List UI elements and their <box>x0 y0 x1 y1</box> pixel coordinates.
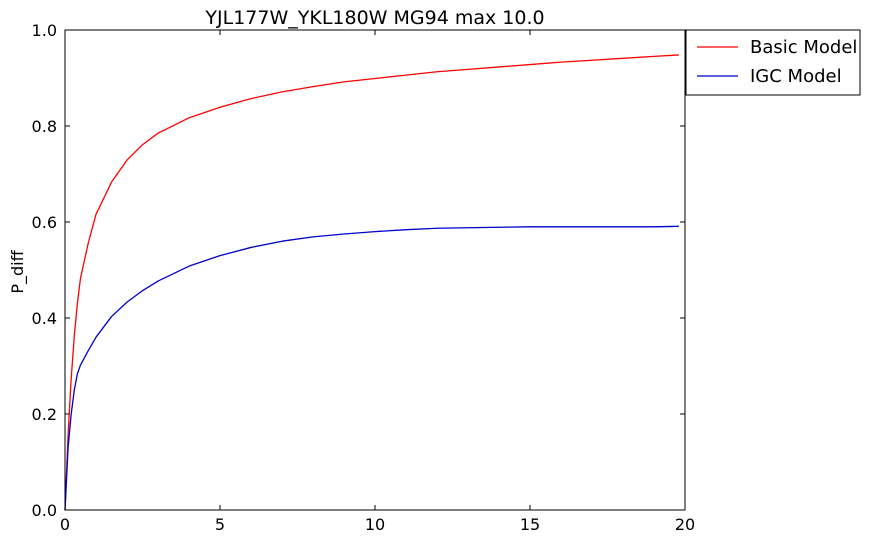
plot-frame <box>64 29 686 511</box>
x-tick-label: 15 <box>520 515 540 534</box>
x-tick-label: 20 <box>675 515 695 534</box>
y-tick-label: 0.0 <box>32 501 57 520</box>
x-tick-label: 5 <box>215 515 225 534</box>
x-tick-label: 10 <box>365 515 385 534</box>
chart-title: YJL177W_YKL180W MG94 max 10.0 <box>204 7 544 29</box>
x-tick-label: 0 <box>60 515 70 534</box>
series-line-igc-model <box>64 225 679 511</box>
y-axis-label: P_diff <box>8 249 28 293</box>
y-tick-label: 0.6 <box>32 213 57 232</box>
y-tick-label: 0.2 <box>32 405 57 424</box>
legend-label-igc-model: IGC Model <box>750 66 842 87</box>
y-tick-label: 1.0 <box>32 21 57 40</box>
series-line-basic-model <box>64 54 679 511</box>
legend-box <box>685 29 861 96</box>
y-tick-label: 0.8 <box>32 117 57 136</box>
legend-label-basic-model: Basic Model <box>750 37 857 58</box>
axis-ticks: 0 5 10 15 20 0.0 0.2 0.4 0.6 0.8 1.0 <box>32 21 696 534</box>
y-tick-label: 0.4 <box>32 309 57 328</box>
series-lines <box>64 54 679 511</box>
legend: Basic Model IGC Model <box>685 29 861 96</box>
